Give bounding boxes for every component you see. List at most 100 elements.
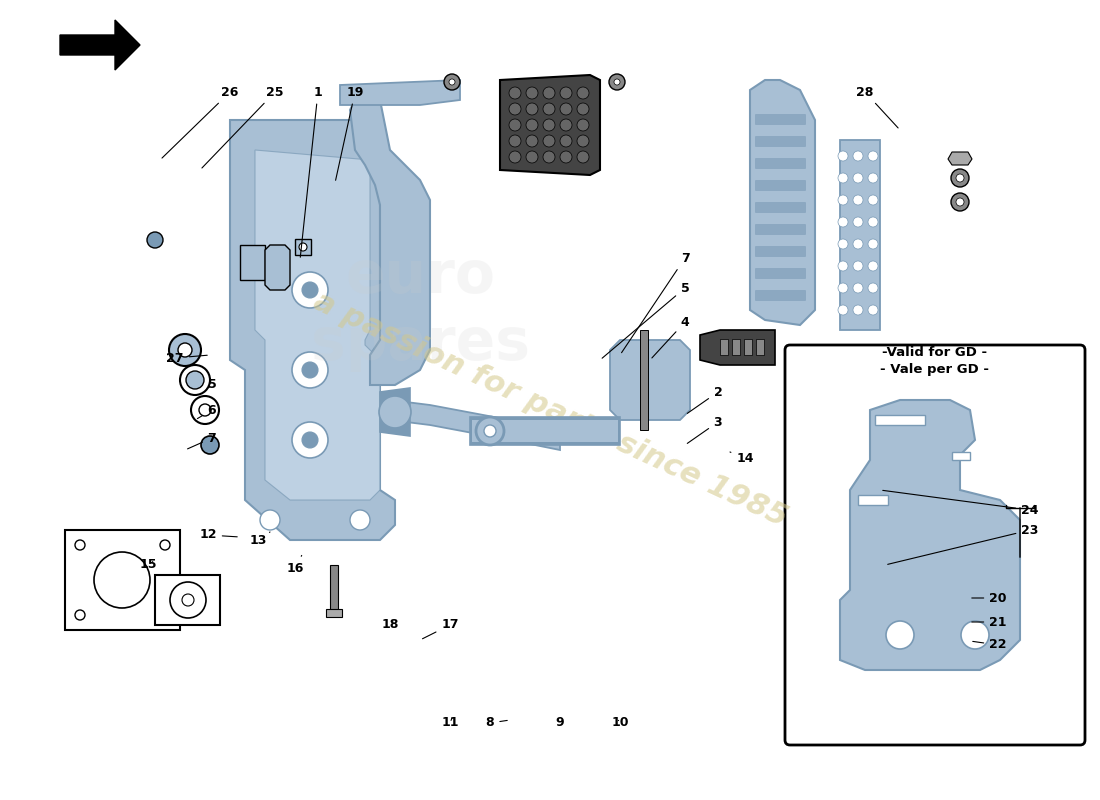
Circle shape (838, 239, 848, 249)
Circle shape (509, 151, 521, 163)
Bar (755, 224, 805, 234)
Text: 24: 24 (883, 490, 1038, 517)
Circle shape (292, 272, 328, 308)
Circle shape (302, 432, 318, 448)
Bar (755, 114, 805, 124)
Polygon shape (390, 400, 560, 450)
Circle shape (838, 173, 848, 183)
Circle shape (868, 239, 878, 249)
Circle shape (350, 510, 370, 530)
Circle shape (160, 540, 170, 550)
Circle shape (379, 396, 411, 428)
Circle shape (560, 87, 572, 99)
Bar (952, 452, 970, 460)
Text: 21: 21 (971, 615, 1006, 629)
Circle shape (868, 173, 878, 183)
Polygon shape (610, 340, 690, 420)
Circle shape (868, 195, 878, 205)
Circle shape (868, 261, 878, 271)
Circle shape (260, 510, 280, 530)
Polygon shape (65, 530, 180, 630)
Circle shape (543, 151, 556, 163)
Bar (720, 339, 728, 355)
Circle shape (543, 103, 556, 115)
Circle shape (838, 151, 848, 161)
Bar (744, 339, 752, 355)
Circle shape (578, 103, 588, 115)
Bar (330, 565, 338, 615)
Circle shape (852, 305, 864, 315)
Bar (756, 339, 764, 355)
Polygon shape (350, 100, 430, 385)
Circle shape (852, 173, 864, 183)
Circle shape (868, 151, 878, 161)
Circle shape (160, 610, 170, 620)
Circle shape (560, 103, 572, 115)
Text: 14: 14 (730, 451, 754, 465)
Polygon shape (840, 140, 880, 330)
Circle shape (543, 119, 556, 131)
Text: 11: 11 (441, 717, 459, 730)
Circle shape (578, 119, 588, 131)
Bar (755, 180, 805, 190)
Bar (640, 330, 648, 430)
Text: 15: 15 (140, 558, 156, 571)
Circle shape (292, 352, 328, 388)
Text: 19: 19 (336, 86, 364, 180)
Circle shape (526, 119, 538, 131)
Bar (732, 339, 740, 355)
Circle shape (852, 195, 864, 205)
FancyBboxPatch shape (785, 345, 1085, 745)
Polygon shape (948, 152, 972, 165)
Circle shape (201, 436, 219, 454)
Circle shape (191, 396, 219, 424)
Bar (326, 609, 342, 617)
Circle shape (952, 169, 969, 187)
Circle shape (852, 239, 864, 249)
Circle shape (292, 422, 328, 458)
Circle shape (476, 417, 504, 445)
Text: 23: 23 (888, 523, 1038, 564)
Circle shape (961, 621, 989, 649)
Text: 22: 22 (972, 638, 1006, 651)
Circle shape (75, 540, 85, 550)
Text: 7: 7 (187, 431, 217, 449)
Text: 10: 10 (612, 717, 629, 730)
Circle shape (526, 87, 538, 99)
Circle shape (838, 195, 848, 205)
Circle shape (526, 151, 538, 163)
Bar (755, 202, 805, 212)
Polygon shape (60, 20, 140, 70)
Text: 5: 5 (602, 282, 690, 358)
Circle shape (449, 79, 455, 85)
Circle shape (838, 217, 848, 227)
Circle shape (578, 135, 588, 147)
Circle shape (956, 198, 964, 206)
Text: 5: 5 (207, 378, 217, 391)
Circle shape (509, 135, 521, 147)
Circle shape (868, 283, 878, 293)
Text: 18: 18 (382, 618, 398, 631)
Polygon shape (255, 150, 380, 500)
Text: -Valid for GD -: -Valid for GD - (882, 346, 988, 358)
Circle shape (75, 610, 85, 620)
Circle shape (560, 135, 572, 147)
Polygon shape (155, 575, 220, 625)
Circle shape (886, 621, 914, 649)
Circle shape (838, 305, 848, 315)
Polygon shape (340, 80, 460, 105)
Text: 6: 6 (197, 403, 217, 418)
Text: a passion for parts since 1985: a passion for parts since 1985 (308, 287, 792, 533)
Circle shape (578, 87, 588, 99)
Bar (858, 495, 888, 505)
Text: 9: 9 (556, 717, 564, 730)
Text: 8: 8 (486, 717, 507, 730)
Circle shape (838, 283, 848, 293)
Bar (755, 290, 805, 300)
Text: 4: 4 (652, 315, 690, 358)
Circle shape (614, 79, 620, 85)
Text: 13: 13 (250, 532, 270, 546)
Text: 27: 27 (166, 351, 207, 365)
Circle shape (560, 119, 572, 131)
Text: 28: 28 (856, 86, 898, 128)
